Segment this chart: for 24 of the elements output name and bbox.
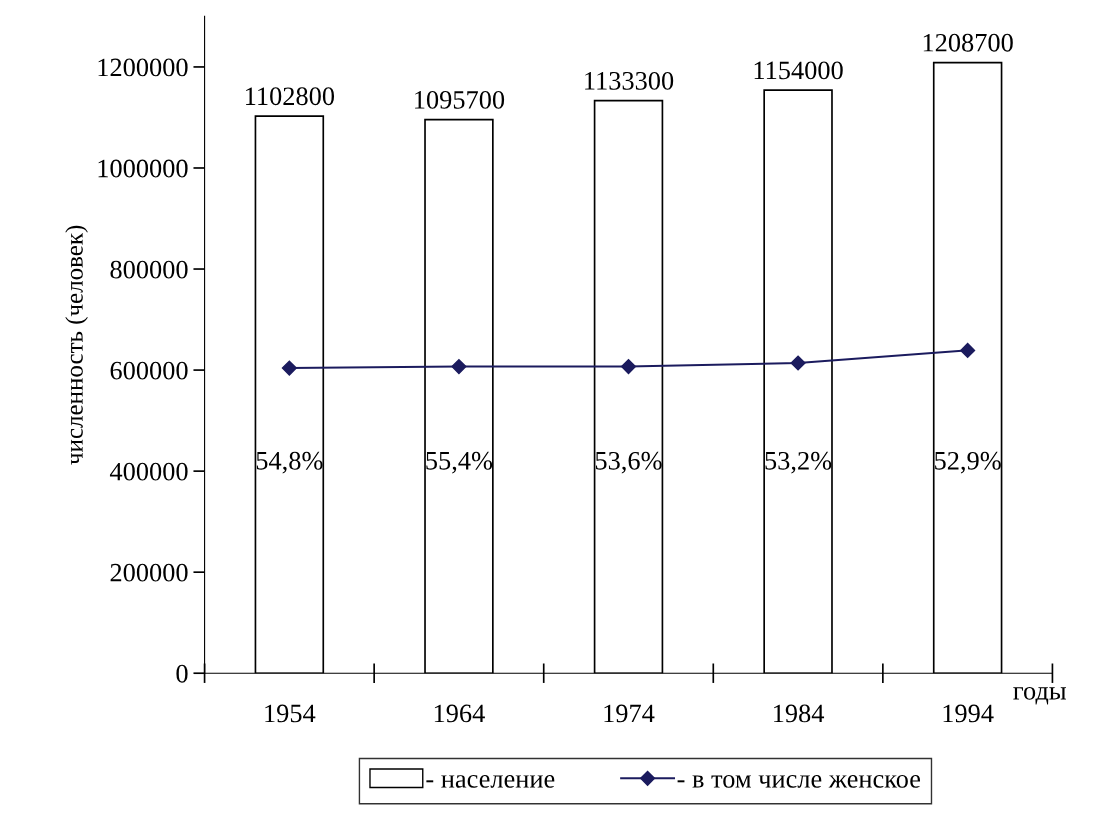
x-tick-label: 1994 xyxy=(943,704,994,723)
x-tick-label: 1974 xyxy=(604,704,655,723)
y-tick-label: 1200000 xyxy=(98,58,188,77)
x-axis-title: годы xyxy=(1013,686,1066,705)
legend-label: - в том числе женское xyxy=(677,775,921,788)
x-tick-label: 1984 xyxy=(774,704,825,723)
y-tick-label: 0 xyxy=(176,664,188,683)
annotation: 52,9% xyxy=(935,451,1001,474)
legend-label: - население xyxy=(426,775,555,788)
data-label: 1208700 xyxy=(923,33,1013,52)
data-label: 1154000 xyxy=(754,61,843,80)
data-label: 1102800 xyxy=(246,87,335,106)
y-tick-label: 1000000 xyxy=(98,159,188,178)
y-tick-label: 600000 xyxy=(110,361,188,380)
y-tick-label: 800000 xyxy=(110,260,188,279)
data-label: 1095700 xyxy=(415,90,505,109)
x-tick-label: 1964 xyxy=(434,704,485,723)
annotation: 55,4% xyxy=(426,451,493,474)
x-tick-label: 1954 xyxy=(265,704,316,723)
y-tick-label: 400000 xyxy=(109,462,188,481)
y-axis-title: численность (человек) xyxy=(65,225,88,465)
annotation: 53,6% xyxy=(595,451,662,474)
data-label: 1133300 xyxy=(585,71,674,90)
y-tick-label: 200000 xyxy=(110,563,188,582)
